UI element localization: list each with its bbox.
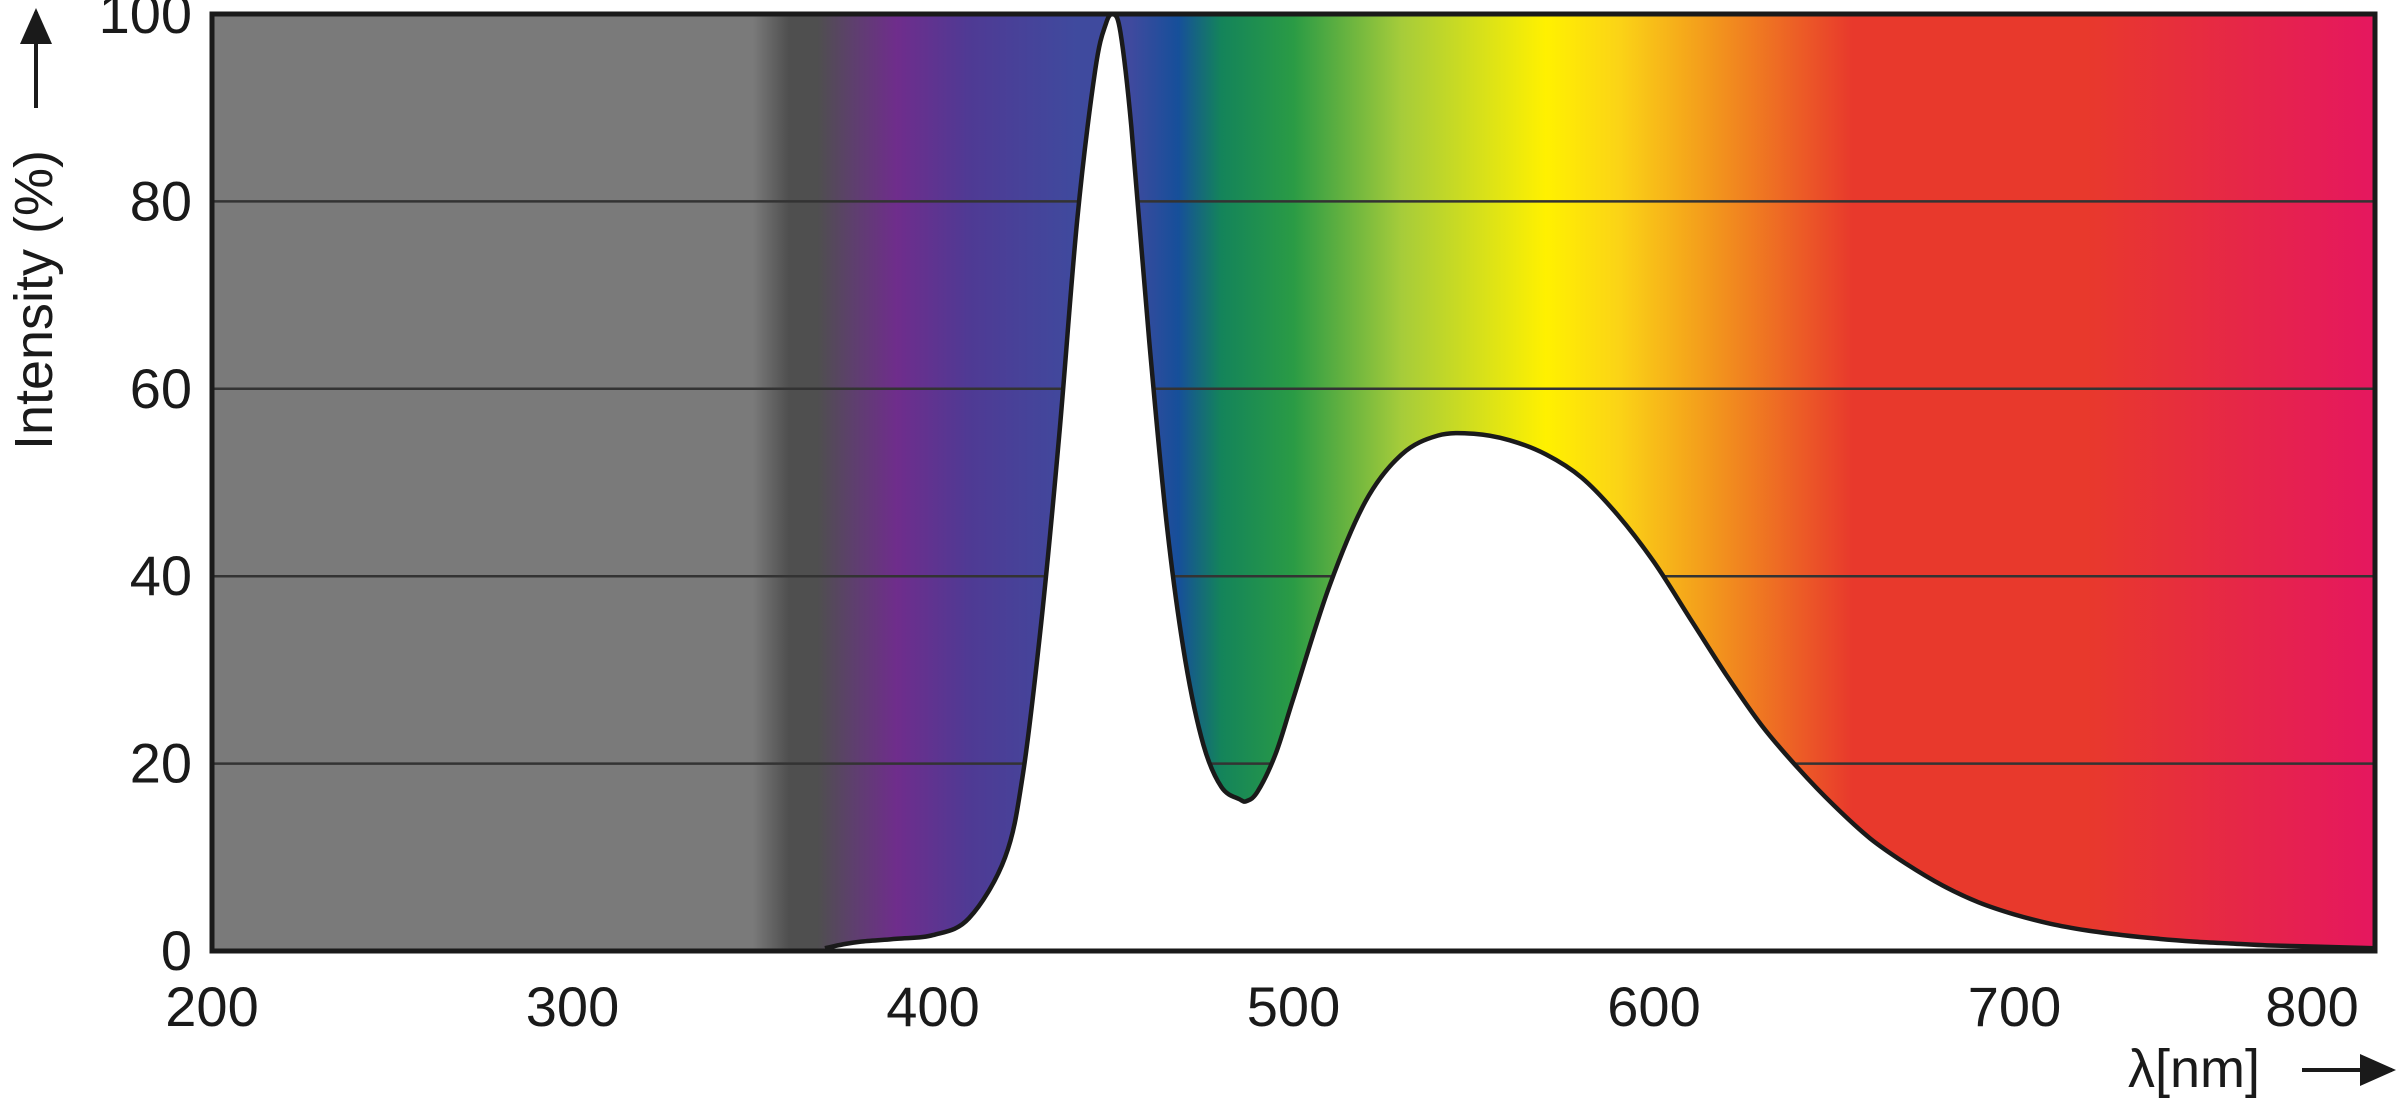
y-tick-label: 0 [161, 919, 192, 982]
y-axis-ticks: 0 20 40 60 80 100 [99, 0, 192, 982]
y-tick-label: 40 [130, 544, 192, 607]
y-tick-label: 60 [130, 357, 192, 420]
emission-curve-line [824, 11, 2376, 951]
gridlines [212, 200, 2375, 765]
x-axis-label: λ[nm] [2128, 1039, 2260, 1099]
emission-curve-fill [824, 14, 2375, 951]
x-tick-label: 600 [1607, 975, 1700, 1038]
plot-frame [209, 11, 2378, 954]
x-tick-label: 800 [2265, 975, 2358, 1038]
x-tick-label: 500 [1247, 975, 1340, 1038]
y-tick-label: 100 [99, 0, 192, 45]
x-tick-label: 700 [1968, 975, 2061, 1038]
y-tick-label: 20 [130, 732, 192, 795]
x-tick-label: 300 [526, 975, 619, 1038]
y-axis-label: Intensity (%) [4, 150, 64, 450]
x-tick-label: 400 [886, 975, 979, 1038]
y-tick-label: 80 [130, 169, 192, 232]
x-tick-label: 200 [165, 975, 258, 1038]
x-axis-ticks: 200 300 400 500 600 700 800 [165, 975, 2358, 1038]
